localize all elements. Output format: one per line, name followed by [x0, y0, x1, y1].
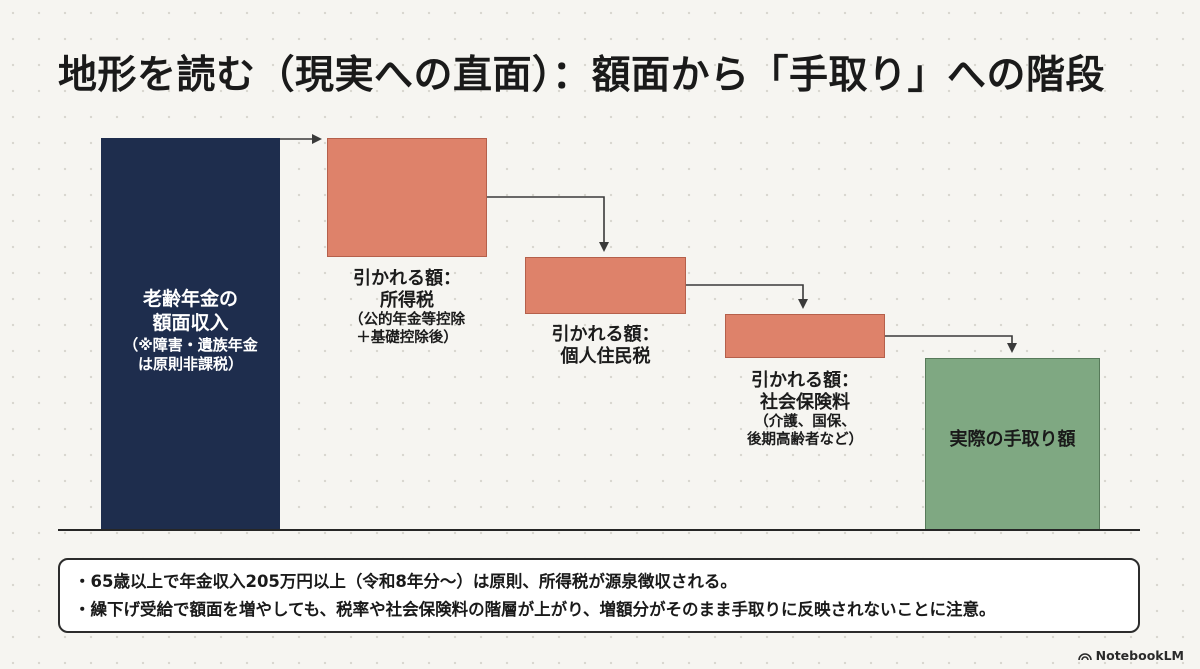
social-insurance-note2: 後期高齢者など）	[747, 432, 863, 449]
social-insurance-name: 社会保険料	[760, 391, 850, 413]
resident-tax-bar	[525, 257, 686, 314]
income-tax-note2: ＋基礎控除後）	[356, 330, 458, 347]
brand-watermark: NotebookLM	[1077, 648, 1184, 663]
notes-box: ・65歳以上で年金収入205万円以上（令和8年分〜）は原則、所得税が源泉徴収され…	[58, 558, 1140, 633]
baseline	[58, 529, 1140, 531]
income-tax-bar	[327, 138, 487, 257]
net-income-bar	[925, 358, 1100, 530]
resident-tax-name: 個人住民税	[560, 345, 651, 367]
income-tax-note1: （公的年金等控除	[349, 312, 465, 329]
social-insurance-head: 引かれる額：	[751, 370, 859, 391]
brand-name: NotebookLM	[1095, 648, 1184, 663]
note-line-1: ・65歳以上で年金収入205万円以上（令和8年分〜）は原則、所得税が源泉徴収され…	[74, 572, 737, 591]
resident-tax-head: 引かれる額：	[551, 324, 660, 345]
net-income-label: 実際の手取り額	[949, 429, 1076, 450]
social-insurance-bar	[725, 314, 885, 358]
gross-note-line2: は原則非課税）	[137, 355, 243, 373]
connector-arrow-3	[686, 284, 808, 309]
notebooklm-logo-icon	[1077, 652, 1092, 660]
connector-arrow-4	[885, 335, 1017, 353]
connector-arrow-2	[487, 196, 609, 252]
gross-income-bar	[101, 138, 280, 530]
gross-label-line2: 額面収入	[152, 311, 229, 334]
gross-label-line1: 老齢年金の	[142, 288, 238, 310]
note-line-2: ・繰下げ受給で額面を増やしても、税率や社会保険料の階層が上がり、増額分がそのまま…	[74, 600, 996, 619]
gross-note-line1: （※障害・遺族年金	[123, 335, 258, 354]
social-insurance-note1: （介護、国保、	[754, 414, 856, 431]
income-tax-label: 引かれる額： 所得税 （公的年金等控除 ＋基礎控除後）	[327, 268, 487, 347]
page-title: 地形を読む（現実への直面）：額面から「手取り」への階段	[58, 53, 1106, 98]
income-tax-name: 所得税	[380, 289, 434, 311]
resident-tax-label: 引かれる額： 個人住民税	[525, 324, 686, 367]
social-insurance-label: 引かれる額： 社会保険料 （介護、国保、 後期高齢者など）	[725, 370, 885, 449]
income-tax-head: 引かれる額：	[353, 268, 461, 289]
gross-income-label: 老齢年金の 額面収入 （※障害・遺族年金 は原則非課税）	[101, 288, 280, 375]
